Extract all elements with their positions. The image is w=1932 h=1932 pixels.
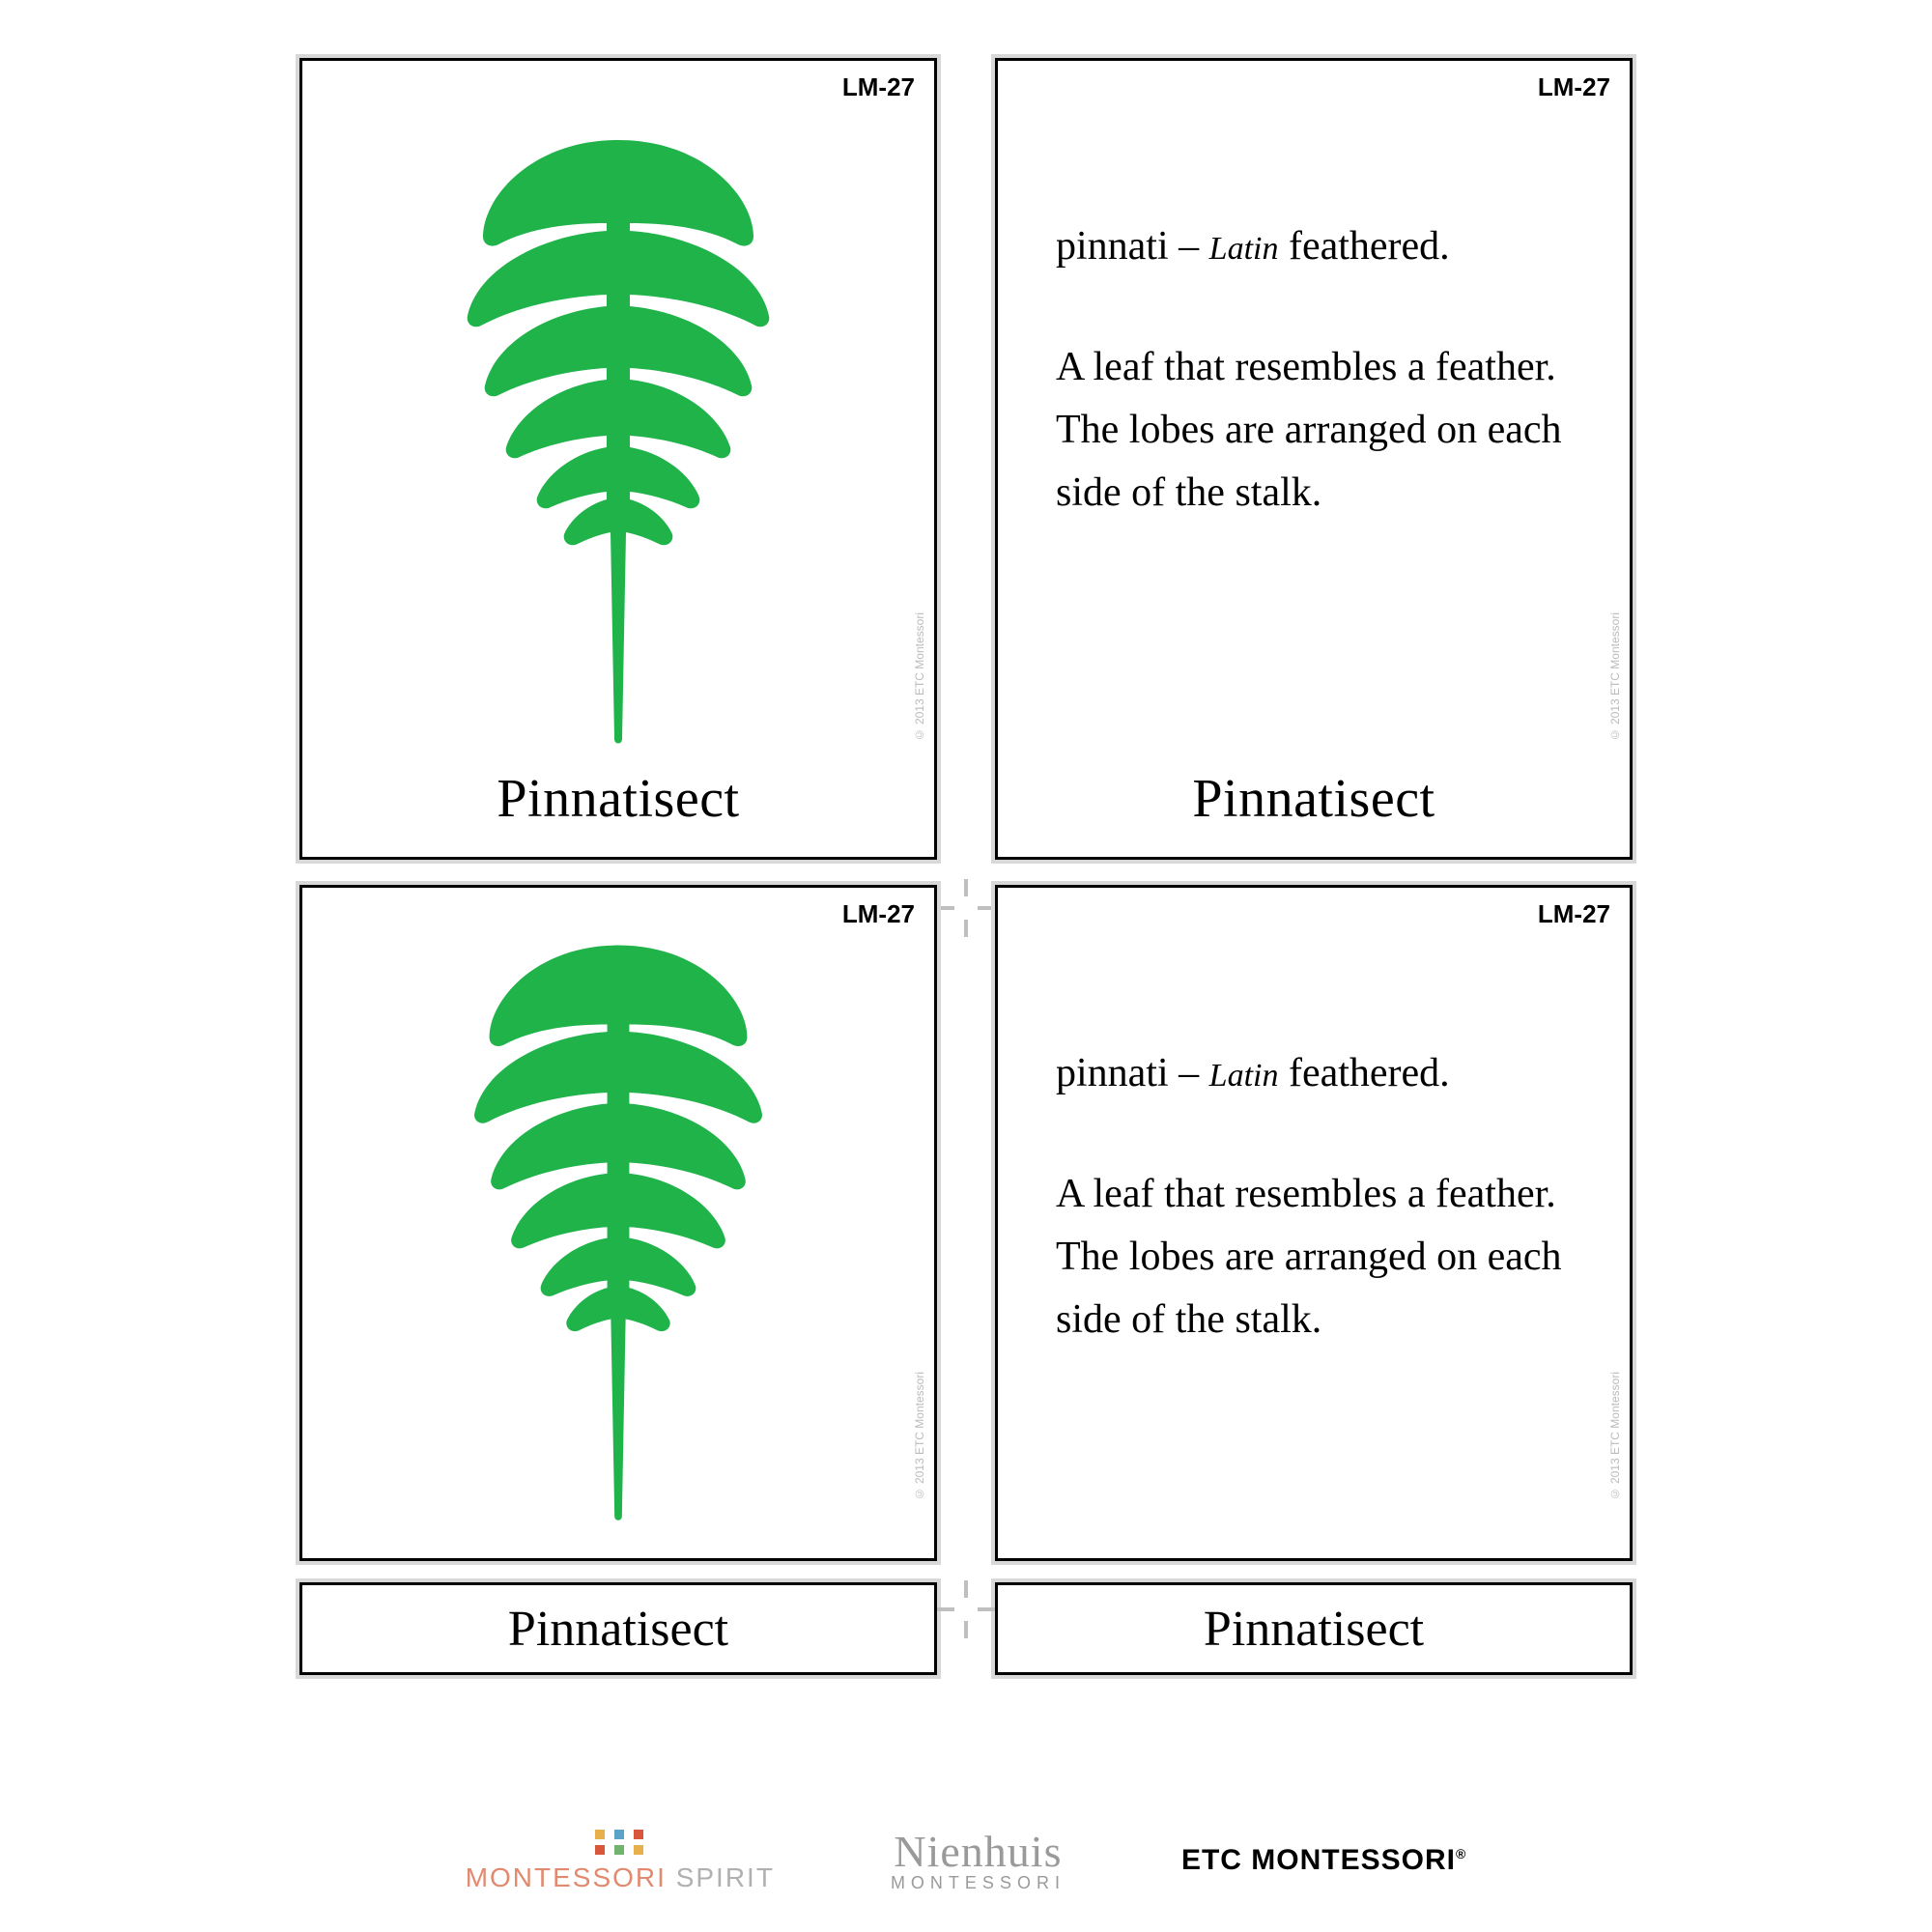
card-code: LM-27 <box>1538 72 1610 102</box>
origin-label: Latin <box>1209 231 1279 267</box>
dash-text: – <box>1179 1051 1199 1095</box>
brand-nienhuis: Nienhuis MONTESSORI <box>891 1830 1065 1891</box>
origin-meaning: feathered. <box>1289 224 1450 269</box>
copyright-text: © 2013 ETC Montessori <box>913 1372 926 1500</box>
card-title: Pinnatisect <box>302 768 934 830</box>
card-row-2: LM-27 © 2013 ETC Montessori LM-27 pinnat… <box>299 885 1633 1561</box>
card-code: LM-27 <box>842 899 915 929</box>
copyright-text: © 2013 ETC Montessori <box>913 612 926 741</box>
image-card-no-label: LM-27 © 2013 ETC Montessori <box>299 885 937 1561</box>
brand-montessori-spirit: MONTESSORI SPIRIT <box>466 1828 775 1893</box>
copyright-text: © 2013 ETC Montessori <box>1608 612 1622 741</box>
definition-card-no-label: LM-27 pinnati – Latin feathered. A leaf … <box>995 885 1633 1561</box>
card-row-1: LM-27 Pinnatisect © 2013 ETC Montessori … <box>299 58 1633 860</box>
image-card: LM-27 Pinnatisect © 2013 ETC Montessori <box>299 58 937 860</box>
etymology-line: pinnati – Latin feathered. <box>1056 1042 1572 1105</box>
card-code: LM-27 <box>1538 899 1610 929</box>
origin-label: Latin <box>1209 1058 1279 1094</box>
brand-nienhuis-sub: MONTESSORI <box>891 1874 1065 1891</box>
cut-mark-icon <box>937 1580 995 1638</box>
card-code: LM-27 <box>842 72 915 102</box>
label-card: Pinnatisect <box>995 1582 1633 1675</box>
card-sheet: LM-27 Pinnatisect © 2013 ETC Montessori … <box>299 58 1633 1675</box>
brand-ms-label: MONTESSORI SPIRIT <box>466 1862 775 1893</box>
definition-paragraph: A leaf that resembles a feather. The lob… <box>1056 336 1572 525</box>
definition-card: LM-27 pinnati – Latin feathered. A leaf … <box>995 58 1633 860</box>
brand-etc-text: ETC MONTESSORI <box>1181 1844 1456 1876</box>
definition-paragraph: A leaf that resembles a feather. The lob… <box>1056 1163 1572 1351</box>
brand-etc-montessori: ETC MONTESSORI® <box>1181 1844 1466 1877</box>
origin-meaning: feathered. <box>1289 1051 1450 1095</box>
definition-body: pinnati – Latin feathered. A leaf that r… <box>1056 1042 1572 1351</box>
dash-text: – <box>1179 224 1199 269</box>
label-card: Pinnatisect <box>299 1582 937 1675</box>
montessori-spirit-icon <box>591 1828 649 1857</box>
term-text: pinnati <box>1056 224 1169 269</box>
card-title: Pinnatisect <box>998 768 1630 830</box>
definition-body: pinnati – Latin feathered. A leaf that r… <box>1056 215 1572 525</box>
brand-nienhuis-title: Nienhuis <box>891 1830 1065 1874</box>
registered-icon: ® <box>1456 1846 1466 1861</box>
brand-row: MONTESSORI SPIRIT Nienhuis MONTESSORI ET… <box>299 1828 1633 1893</box>
copyright-text: © 2013 ETC Montessori <box>1608 1372 1622 1500</box>
term-text: pinnati <box>1056 1051 1169 1095</box>
etymology-line: pinnati – Latin feathered. <box>1056 215 1572 278</box>
leaf-icon <box>406 130 831 749</box>
leaf-icon <box>406 936 831 1525</box>
